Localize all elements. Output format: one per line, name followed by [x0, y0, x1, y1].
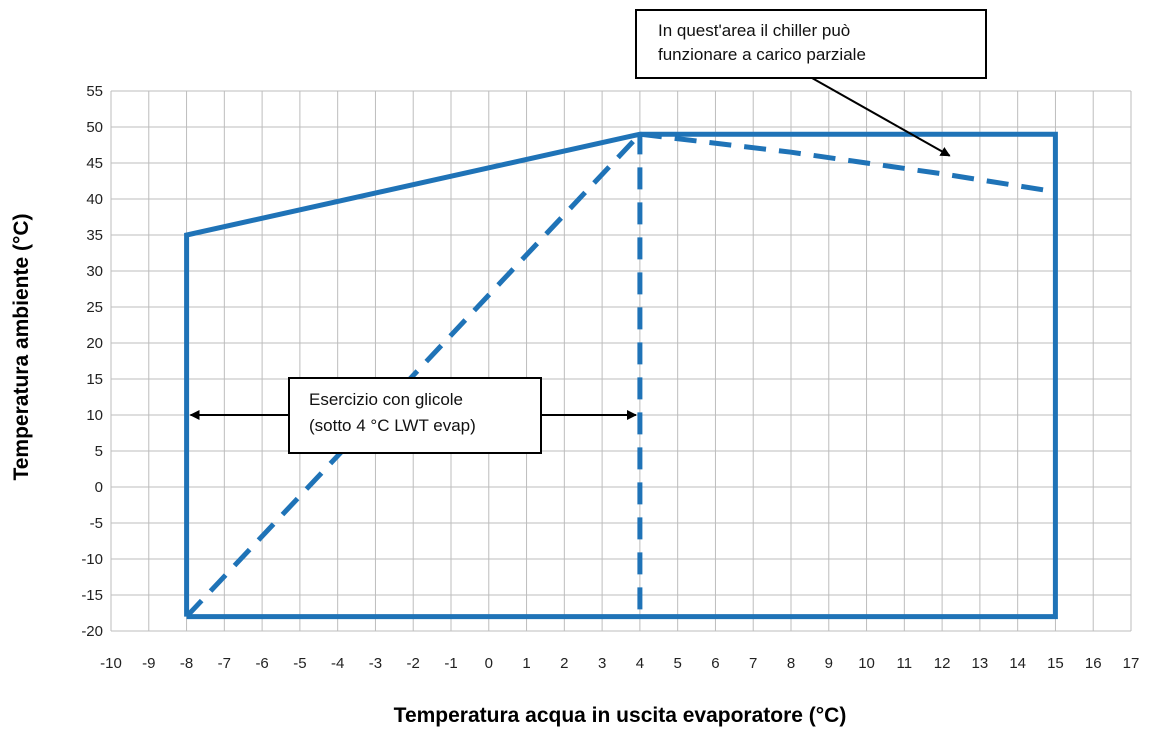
y-tick-label: 50: [86, 119, 103, 136]
annotations: In quest'area il chiller può funzionare a…: [189, 9, 987, 454]
y-tick-label: -10: [81, 551, 103, 568]
x-tick-label: 15: [1047, 655, 1064, 672]
x-tick-label: 0: [485, 655, 493, 672]
x-tick-label: 3: [598, 655, 606, 672]
x-tick-label: -6: [255, 655, 268, 672]
x-tick-label: -3: [369, 655, 382, 672]
y-tick-label: 0: [95, 479, 103, 496]
y-tick-label: 35: [86, 227, 103, 244]
x-tick-label: -4: [331, 655, 344, 672]
x-tick-label: 11: [897, 655, 913, 672]
x-tick-label: 4: [636, 655, 644, 672]
y-axis-title: Temperatura ambiente (°C): [10, 213, 33, 480]
partial-load-note-line: funzionare a carico parziale: [658, 45, 866, 64]
x-tick-label: -9: [142, 655, 155, 672]
x-tick-label: 7: [749, 655, 757, 672]
y-tick-label: 10: [86, 407, 103, 424]
x-tick-label: 8: [787, 655, 795, 672]
y-tick-label: 15: [86, 371, 103, 388]
x-tick-label: 10: [858, 655, 875, 672]
partial-load-note-box: [635, 9, 987, 79]
y-tick-label: 5: [95, 443, 103, 460]
y-tick-label: 40: [86, 191, 103, 208]
partial-load-note-line: In quest'area il chiller può: [658, 21, 850, 40]
y-tick-label: -5: [90, 515, 103, 532]
x-tick-label: 16: [1085, 655, 1102, 672]
glycol-note-box: [288, 377, 542, 454]
series-lines: [184, 131, 1058, 620]
x-tick-label: 13: [972, 655, 989, 672]
y-tick-label: 25: [86, 299, 103, 316]
y-tick-label: -20: [81, 623, 103, 640]
x-tick-label: 5: [673, 655, 681, 672]
y-tick-label: 55: [86, 83, 103, 100]
x-tick-label: -5: [293, 655, 306, 672]
dashed-boundary-line-1: [184, 132, 642, 619]
glycol-note-line: Esercizio con glicole: [309, 390, 463, 409]
x-tick-label: 6: [711, 655, 719, 672]
glycol-note-line: (sotto 4 °C LWT evap): [309, 416, 476, 435]
envelope-outline-0: [184, 131, 1058, 620]
x-tick-label: 14: [1009, 655, 1026, 672]
x-axis-title: Temperatura acqua in uscita evaporatore …: [394, 704, 847, 727]
x-tick-label: -1: [444, 655, 457, 672]
y-tick-label: 20: [86, 335, 103, 352]
x-tick-label: -2: [407, 655, 420, 672]
partial-load-arrow: [811, 77, 951, 157]
x-tick-label: 9: [825, 655, 833, 672]
y-tick-label: -15: [81, 587, 103, 604]
x-tick-label: -8: [180, 655, 193, 672]
x-tick-labels: -10 -9 -8 -7 -6 -5 -4 -3 -2 -1 0 1 2 3 4 5 6 7 8 9 10 11 12 13 1…: [100, 655, 1139, 672]
x-tick-label: -10: [100, 655, 122, 672]
x-tick-label: -7: [218, 655, 231, 672]
y-tick-label: 45: [86, 155, 103, 172]
grid: [110, 90, 1132, 632]
x-tick-label: 12: [934, 655, 951, 672]
x-tick-label: 17: [1123, 655, 1140, 672]
y-tick-label: 30: [86, 263, 103, 280]
x-tick-label: 1: [522, 655, 530, 672]
x-tick-label: 2: [560, 655, 568, 672]
dashed-boundary-line-3: [639, 131, 1056, 195]
